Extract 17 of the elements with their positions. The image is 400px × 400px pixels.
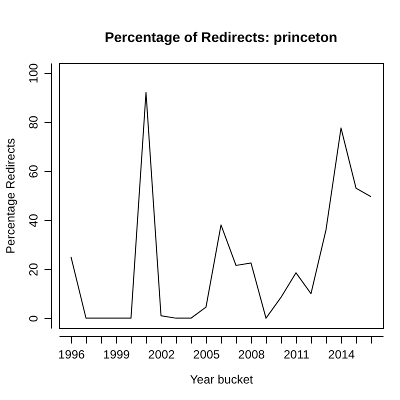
y-axis-title: Percentage Redirects [4, 138, 18, 254]
line-series [70, 92, 372, 319]
x-axis-title: Year bucket [190, 372, 254, 386]
x-tick-label: 2002 [148, 348, 176, 362]
chart-title: Percentage of Redirects: princeton [104, 28, 338, 45]
y-tick-label: 60 [26, 164, 40, 178]
x-tick-label: 2014 [328, 348, 356, 362]
y-tick-label: 20 [26, 262, 40, 276]
y-tick-label: 40 [26, 214, 40, 228]
y-tick-label: 80 [26, 115, 40, 130]
y-tick-label: 100 [26, 62, 40, 84]
x-tick-label: 2011 [284, 348, 310, 362]
x-tick-label: 2008 [238, 348, 266, 362]
x-tick-label: 1996 [58, 348, 86, 362]
x-tick-label: 1999 [103, 348, 130, 362]
x-tick-label: 2005 [193, 348, 220, 362]
y-tick-label: 0 [26, 315, 40, 322]
